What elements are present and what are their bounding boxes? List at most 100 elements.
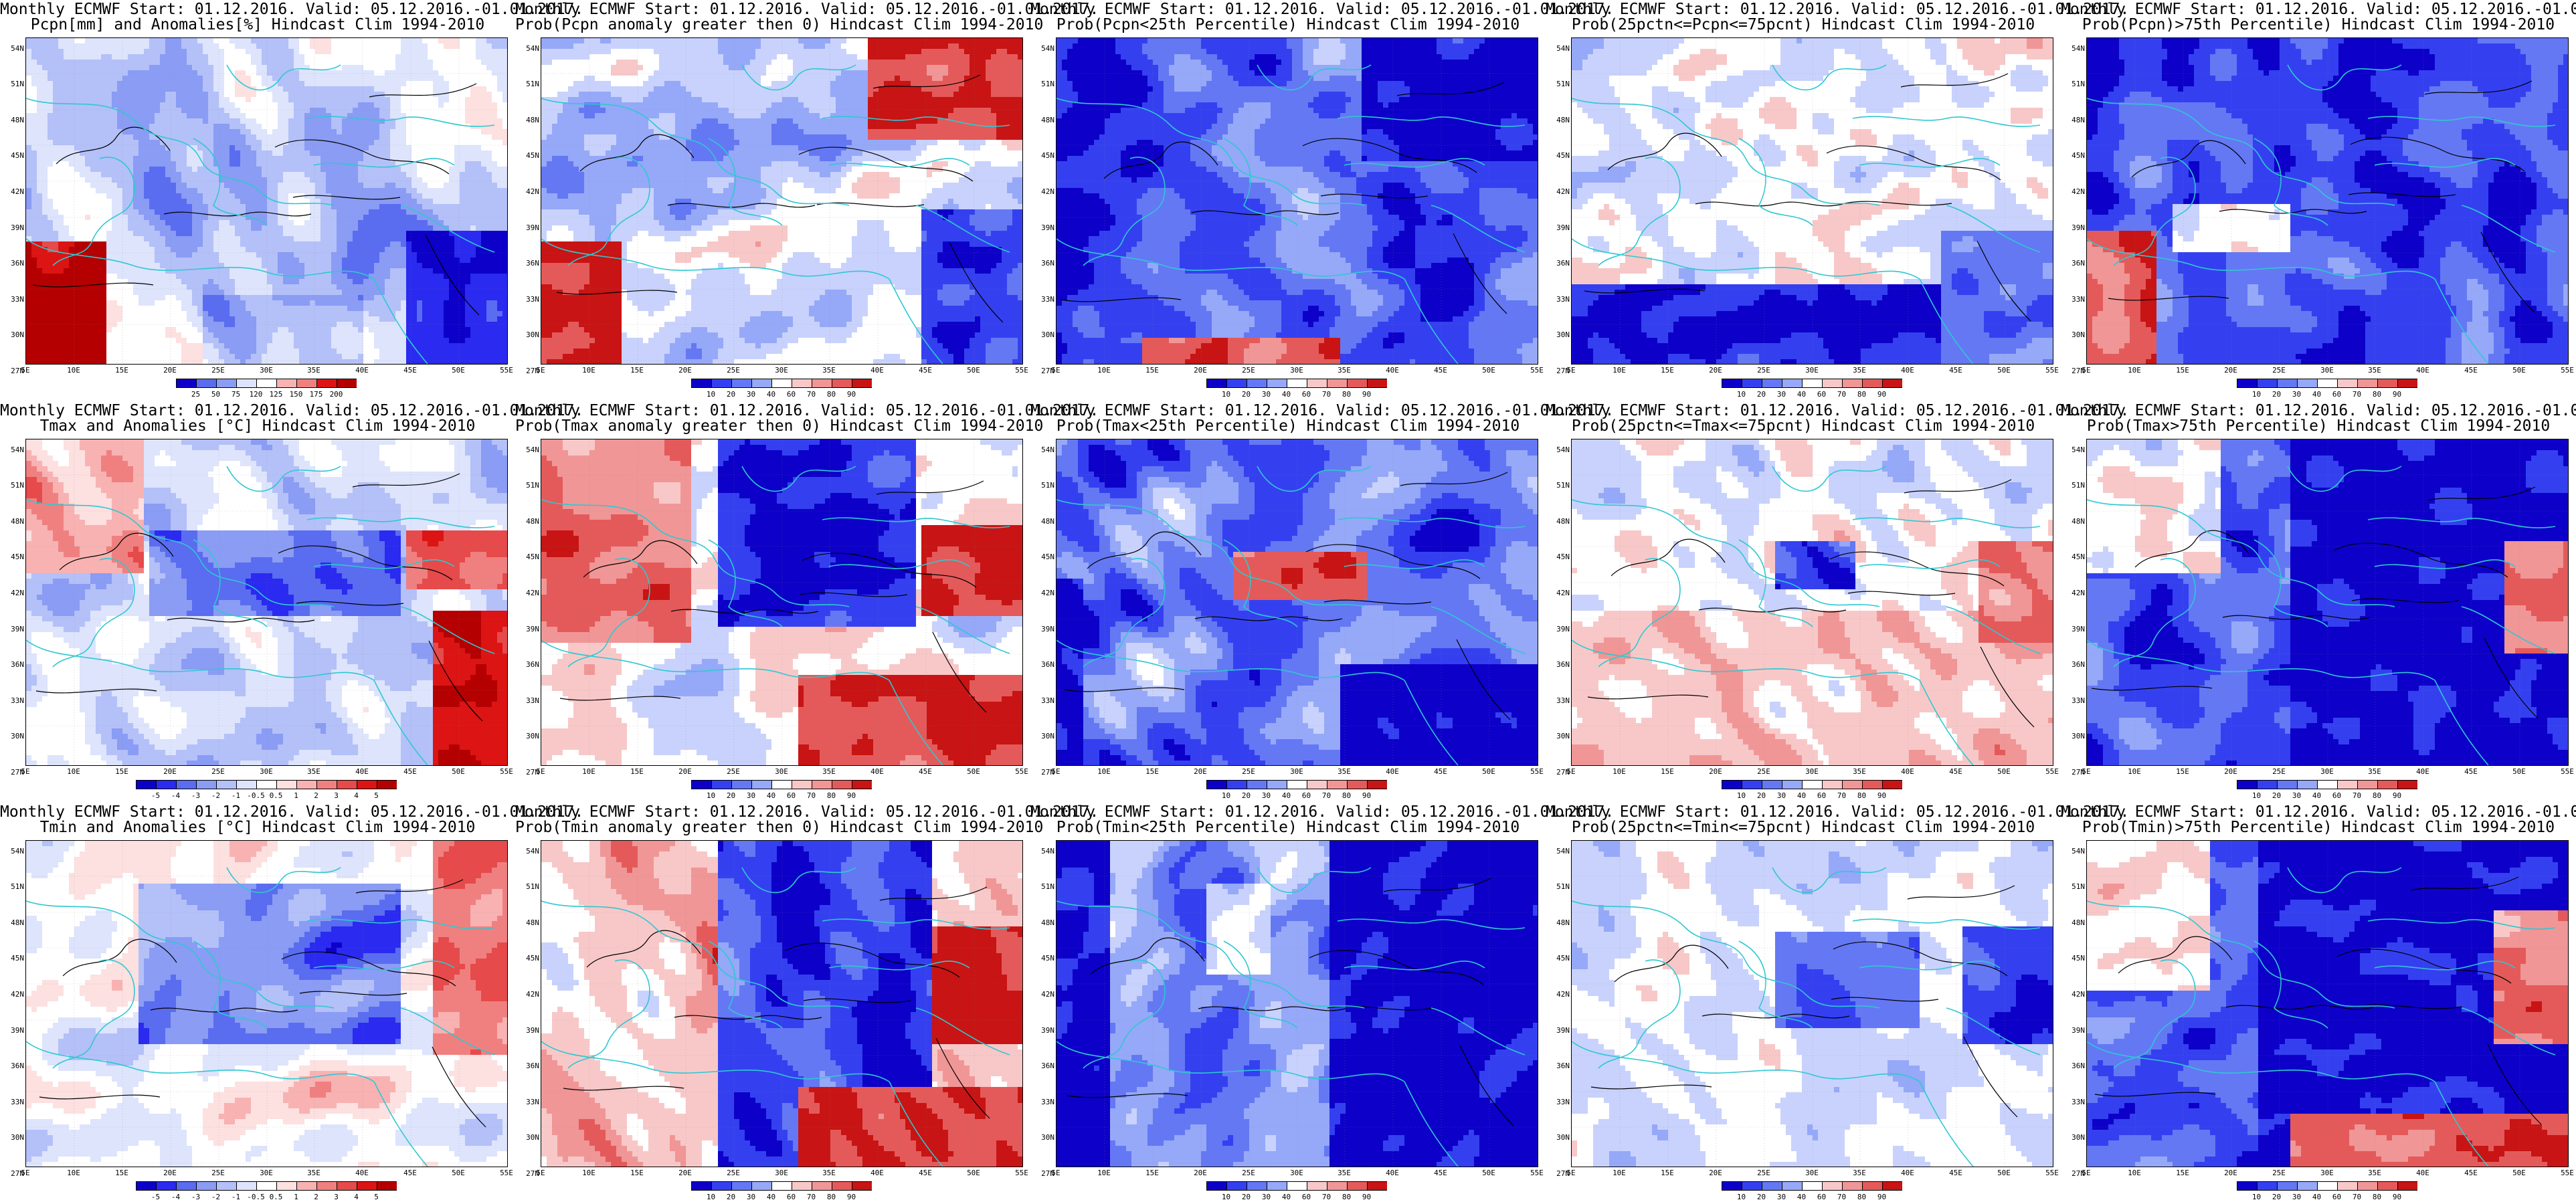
colorbar-swatch	[1267, 1181, 1287, 1191]
colorbar-swatch	[711, 1181, 731, 1191]
lon-tick-label: 10E	[575, 1169, 602, 1177]
colorbar-swatch	[2397, 1181, 2417, 1191]
colorbar-swatch	[316, 379, 337, 388]
colorbar-swatch	[792, 1181, 812, 1191]
lat-tick-label: 30N	[1547, 330, 1570, 339]
lat-tick-label: 48N	[1032, 116, 1054, 124]
shading-cells	[26, 439, 507, 765]
shaded-field	[1572, 439, 2053, 765]
colorbar-label: 60	[2327, 1193, 2347, 1201]
lat-tick-label: 33N	[1, 696, 24, 705]
map-panel-pcpn-gt75: Monthly ECMWF Start: 01.12.2016. Valid: …	[2061, 0, 2576, 401]
lat-tick-label: 39N	[2062, 223, 2085, 232]
colorbar-label: 90	[1357, 390, 1377, 399]
lat-tick-label: 45N	[1, 553, 24, 561]
lon-tick-label: 15E	[2169, 1169, 2196, 1177]
lat-tick-label: 42N	[2062, 187, 2085, 196]
colorbar-swatch	[1367, 1181, 1387, 1191]
colorbar-label: 0.5	[266, 1193, 286, 1201]
colorbar-label: 20	[1752, 1193, 1772, 1201]
lon-tick-label: 40E	[2409, 767, 2436, 776]
map-panel-tmax-gt0: Monthly ECMWF Start: 01.12.2016. Valid: …	[515, 401, 1030, 803]
lat-tick-label: 39N	[2062, 1026, 2085, 1035]
colorbar-swatch	[691, 780, 711, 789]
colorbar-label: 20	[2267, 390, 2287, 399]
lon-tick-label: 10E	[2121, 366, 2148, 375]
lon-tick-label: 45E	[2458, 366, 2484, 375]
colorbar-label: 2	[306, 791, 327, 800]
colorbar-swatch	[1247, 379, 1267, 388]
lon-tick-label: 15E	[2169, 366, 2196, 375]
shading-cells	[26, 841, 507, 1167]
lon-tick-label: 50E	[1475, 366, 1502, 375]
lat-tick-label: 39N	[517, 1026, 539, 1035]
colorbar-swatch	[1722, 780, 1742, 789]
lon-tick-label: 10E	[1606, 366, 1633, 375]
colorbar-swatch	[1367, 379, 1387, 388]
colorbar-swatch	[1802, 1181, 1822, 1191]
lat-tick-label: 45N	[1032, 553, 1054, 561]
lon-tick-label: 20E	[1187, 1169, 1214, 1177]
colorbar-label: 40	[2307, 791, 2327, 800]
lat-tick-label: 36N	[1032, 660, 1054, 669]
lat-tick-label: 39N	[1, 1026, 24, 1035]
lat-tick-label: 54N	[517, 847, 539, 856]
colorbar-label: 10	[2247, 1193, 2267, 1201]
lon-tick-label: 45E	[397, 767, 424, 776]
colorbar-label: -3	[186, 1193, 206, 1201]
lon-tick-label: 25E	[2266, 767, 2292, 776]
shaded-field	[1572, 38, 2053, 364]
colorbar-swatch	[2257, 780, 2277, 789]
lon-tick-label: 35E	[2361, 366, 2388, 375]
lon-tick-label: 15E	[108, 767, 135, 776]
colorbar-label: 80	[822, 390, 842, 399]
panel-title-line1: Monthly ECMWF Start: 01.12.2016. Valid: …	[1546, 403, 2061, 419]
colorbar-swatch	[1862, 1181, 1882, 1191]
colorbar-swatch	[2397, 780, 2417, 789]
lon-tick-label: 5E	[2073, 767, 2100, 776]
lon-tick-label: 50E	[1475, 767, 1502, 776]
colorbar-label: 90	[1872, 791, 1892, 800]
lon-tick-label: 55E	[2554, 767, 2576, 776]
colorbar-swatch	[1226, 1181, 1247, 1191]
map-panel-tmax-lt25: Monthly ECMWF Start: 01.12.2016. Valid: …	[1030, 401, 1546, 803]
lat-tick-label: 33N	[1032, 295, 1054, 304]
colorbar-swatch	[377, 1181, 397, 1191]
colorbar-label: 20	[2267, 791, 2287, 800]
panel-title-line1: Monthly ECMWF Start: 01.12.2016. Valid: …	[2061, 804, 2576, 820]
lon-tick-label: 50E	[1475, 1169, 1502, 1177]
colorbar-swatch	[832, 780, 852, 789]
lat-tick-label: 48N	[1547, 517, 1570, 526]
colorbar-label: 90	[842, 390, 862, 399]
colorbar-swatch	[236, 379, 256, 388]
colorbar-swatch	[2377, 1181, 2397, 1191]
panel-title-line1: Monthly ECMWF Start: 01.12.2016. Valid: …	[515, 403, 1030, 419]
colorbar-swatch	[337, 379, 357, 388]
colorbar-label: -4	[166, 791, 186, 800]
lat-tick-label: 51N	[1547, 481, 1570, 490]
colorbar-swatch	[711, 780, 731, 789]
lon-tick-label: 45E	[397, 366, 424, 375]
colorbar-swatch	[852, 780, 872, 789]
lon-tick-label: 15E	[108, 1169, 135, 1177]
colorbar-label: 150	[286, 390, 306, 399]
lon-tick-label: 40E	[864, 1169, 891, 1177]
colorbar-swatch	[751, 780, 771, 789]
colorbar-label: 30	[1772, 1193, 1792, 1201]
panel-title-line2: Pcpn[mm] and Anomalies[%] Hindcast Clim …	[0, 17, 515, 33]
lon-tick-label: 10E	[2121, 767, 2148, 776]
colorbar-label: 20	[2267, 1193, 2287, 1201]
colorbar-swatch	[2297, 1181, 2317, 1191]
lat-tick-label: 42N	[517, 187, 539, 196]
lon-tick-label: 30E	[1799, 1169, 1825, 1177]
lon-tick-label: 5E	[1042, 767, 1069, 776]
colorbar-swatch	[196, 379, 216, 388]
lon-tick-label: 50E	[960, 767, 987, 776]
lat-tick-label: 48N	[2062, 116, 2085, 124]
colorbar-label: 80	[1337, 1193, 1357, 1201]
shading-cells	[1572, 841, 2053, 1167]
lat-tick-label: 39N	[1547, 625, 1570, 633]
lon-tick-label: 35E	[300, 767, 327, 776]
panel-title-line1: Monthly ECMWF Start: 01.12.2016. Valid: …	[1546, 1, 2061, 17]
colorbar-swatch	[176, 379, 196, 388]
